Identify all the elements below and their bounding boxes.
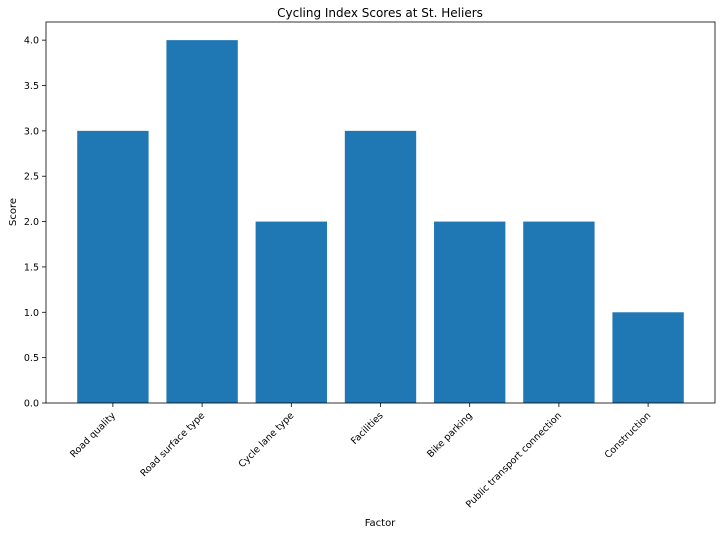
x-tick-label: Road quality	[68, 410, 118, 460]
y-tick-label: 1.5	[24, 262, 39, 273]
chart-title: Cycling Index Scores at St. Heliers	[277, 6, 483, 20]
x-tick-label: Facilities	[349, 410, 386, 447]
y-axis-label: Score	[8, 198, 19, 226]
y-tick-label: 3.0	[24, 126, 39, 137]
x-tick-label: Construction	[603, 410, 654, 461]
bar	[77, 130, 149, 404]
x-tick-label: Cycle lane type	[237, 410, 297, 470]
x-tick-label: Public transport connection	[464, 410, 564, 510]
bars-group	[77, 40, 684, 404]
x-axis-label: Factor	[365, 518, 396, 529]
x-tick-label: Bike parking	[425, 410, 475, 460]
y-tick-label: 2.5	[24, 172, 39, 183]
y-tick-label: 1.0	[24, 308, 39, 319]
y-tick-label: 2.0	[24, 217, 39, 228]
bar	[255, 221, 327, 403]
y-tick-label: 0.5	[24, 353, 39, 364]
plot-frame	[45, 21, 716, 404]
y-axis-ticks: 0.0 0.5 1.0 1.5 2.0 2.5 3.0 3.5 4.0	[24, 36, 46, 410]
bar	[612, 312, 684, 403]
y-tick-label: 3.5	[24, 81, 39, 92]
x-axis-ticks: Road quality Road surface type Cycle lane …	[68, 403, 653, 510]
bar	[344, 130, 417, 404]
y-tick-label: 4.0	[24, 36, 39, 47]
bar	[523, 221, 595, 403]
bar	[166, 40, 238, 403]
bar	[434, 221, 506, 403]
x-tick-label: Road surface type	[138, 410, 207, 479]
y-tick-label: 0.0	[24, 399, 39, 410]
